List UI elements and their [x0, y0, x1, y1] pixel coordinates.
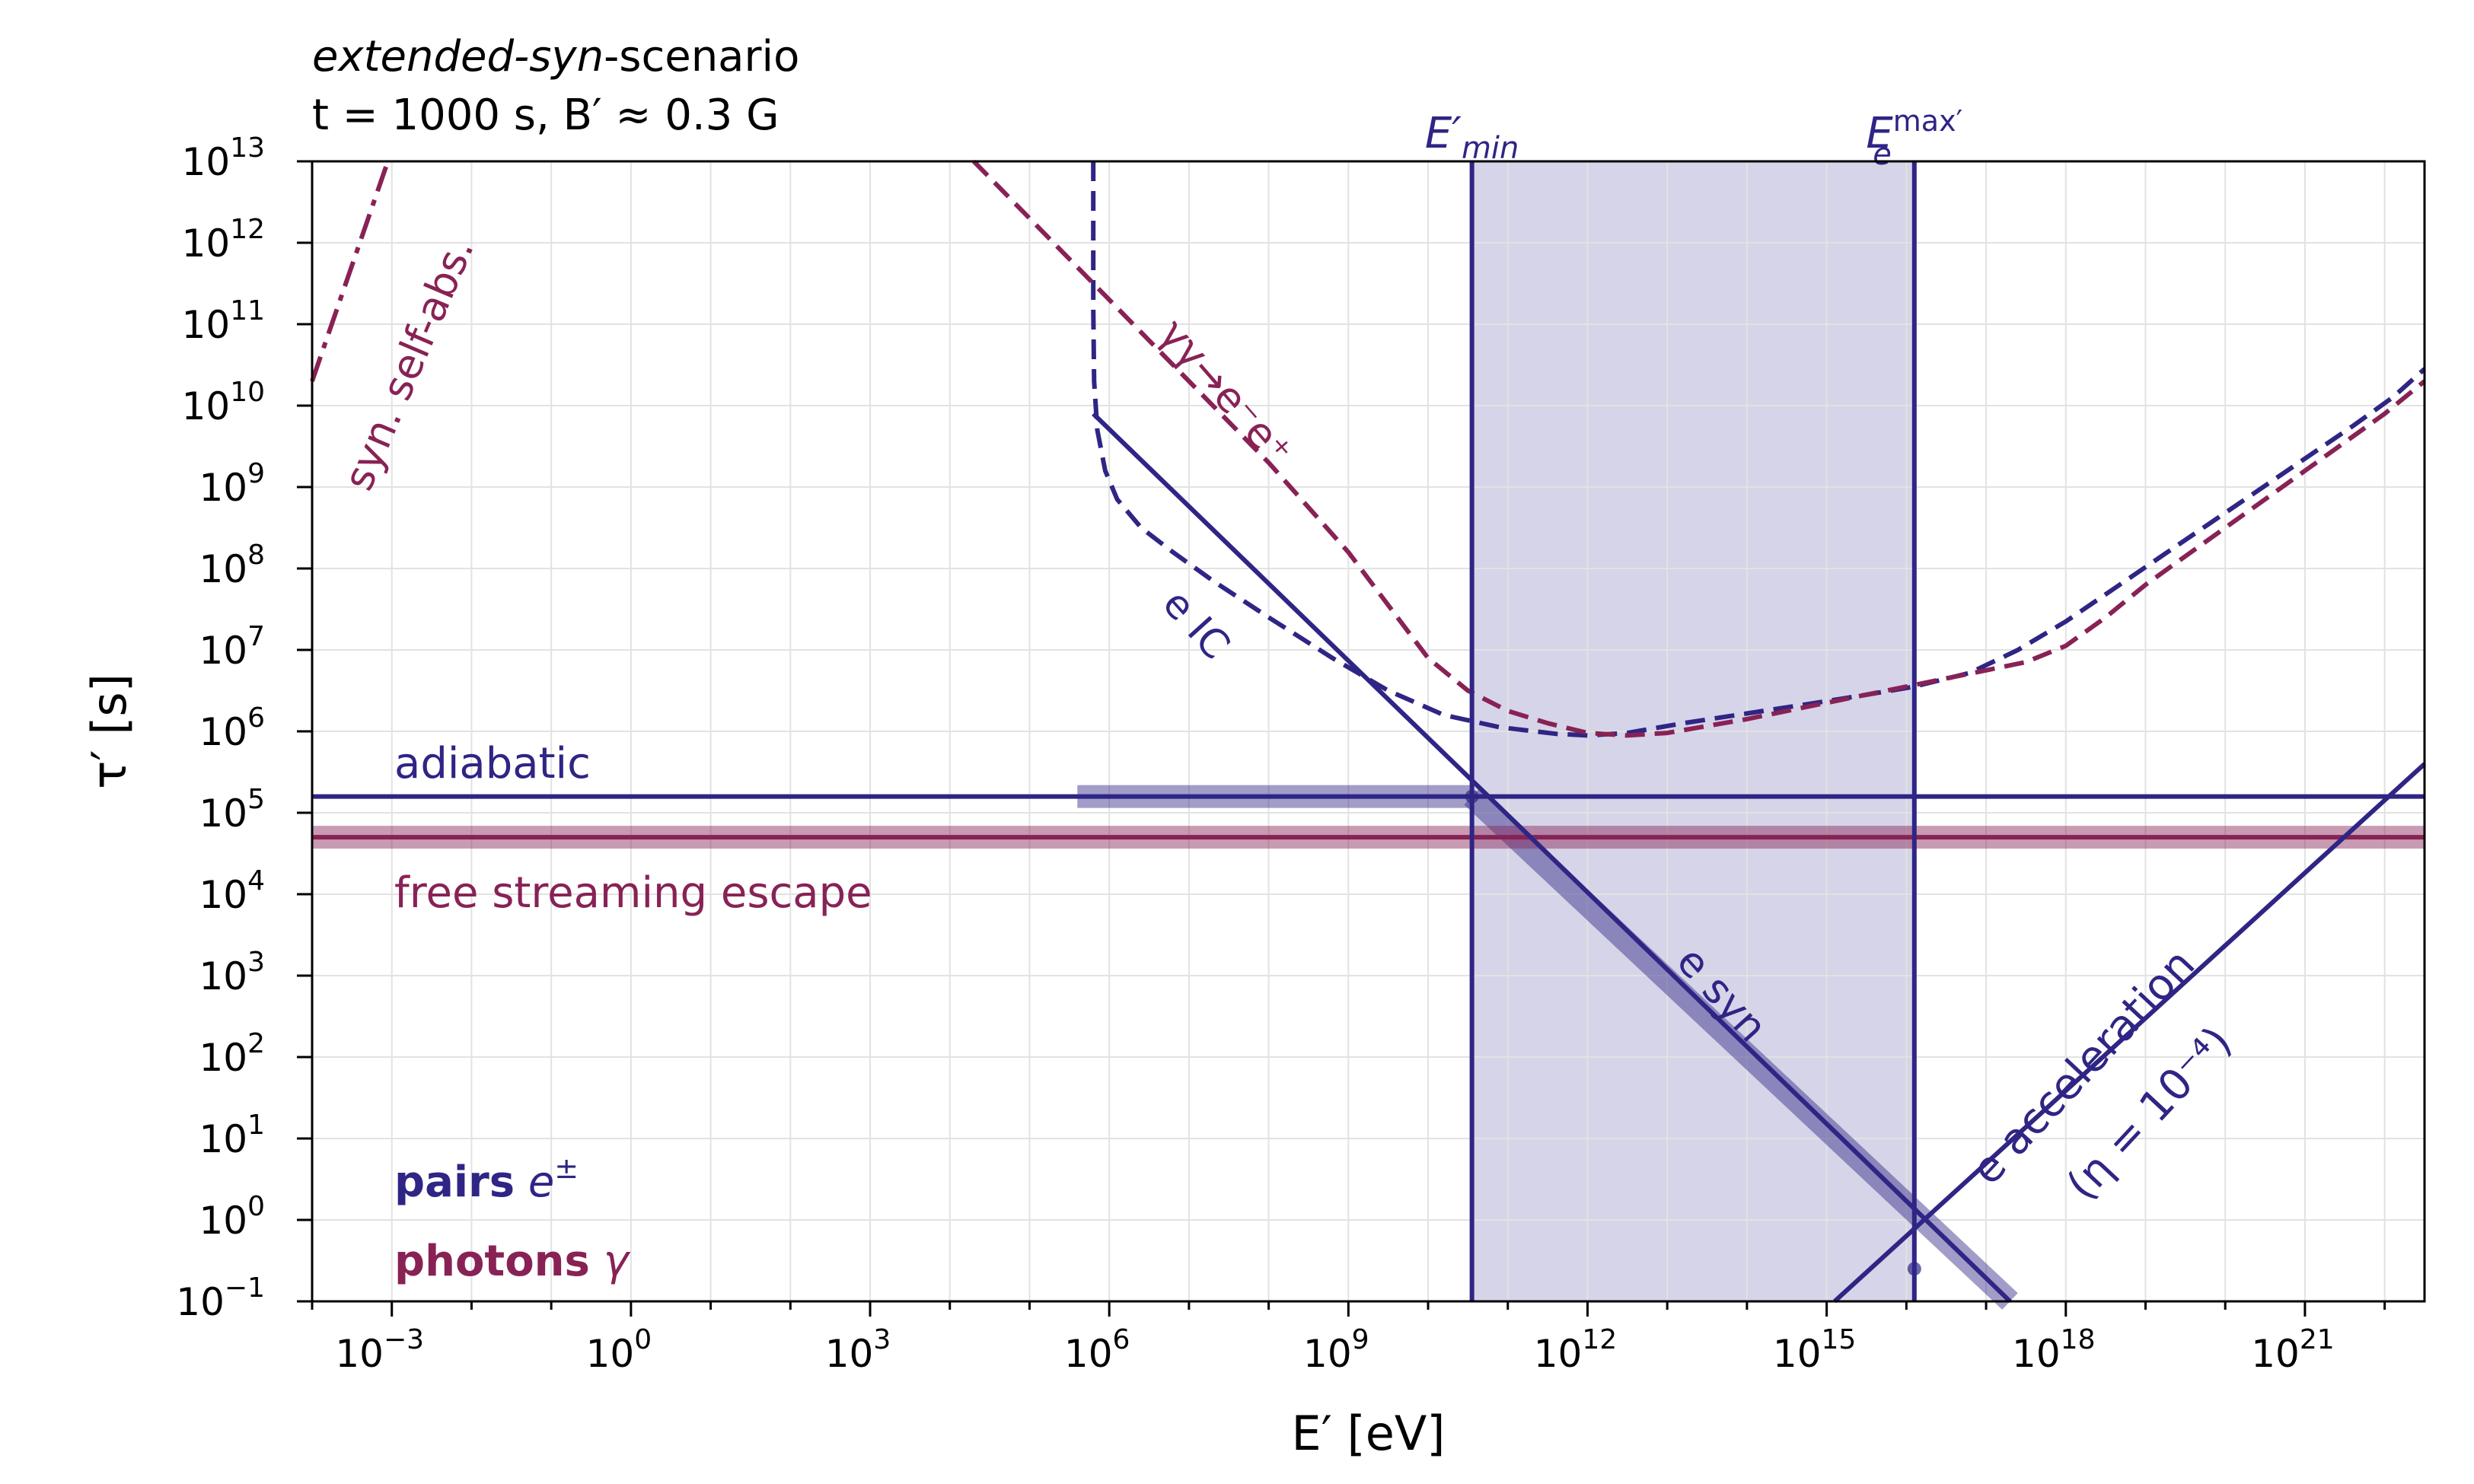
x-tick-label: 1012	[1534, 1324, 1617, 1376]
y-tick-label: 101	[199, 1110, 265, 1161]
y-axis-label: τ′ [s]	[81, 674, 137, 789]
series-e-ic	[1091, 161, 2426, 738]
y-tick-label: 104	[199, 865, 265, 917]
y-tick-label: 109	[199, 458, 265, 510]
series-e-syn	[1092, 412, 2012, 1304]
annotation-adiabatic: adiabatic	[394, 739, 591, 788]
annotation-gamma-gamma: γγ→e⁻e⁺	[1149, 310, 1302, 475]
x-axis-label: E′ [eV]	[1292, 1406, 1446, 1461]
y-tick-label: 107	[199, 621, 265, 673]
x-tick-label: 100	[586, 1324, 652, 1376]
legend-entry-photons: photons γ	[394, 1237, 631, 1286]
series-syn-self-abs	[310, 161, 391, 382]
y-tick-label: 105	[199, 784, 265, 836]
y-tick-label: 103	[199, 947, 265, 998]
legend-entry-pairs: pairs e±	[394, 1151, 579, 1207]
x-tick-label: 1015	[1773, 1324, 1856, 1376]
y-tick-label: 102	[199, 1028, 265, 1080]
title-line-2: t = 1000 s, B′ ≈ 0.3 G	[312, 91, 779, 140]
x-tick-label: 106	[1064, 1324, 1130, 1376]
annotation-free-streaming: free streaming escape	[394, 868, 872, 918]
x-tick-label: 103	[825, 1324, 891, 1376]
series-e-acceleration	[1833, 762, 2427, 1304]
y-tick-label: 100	[199, 1191, 265, 1243]
vertical-line-label-1: Emax′ e	[1866, 104, 1962, 172]
annotation-e-ic: e IC	[1153, 581, 1239, 669]
vertical-line-label-0: E′min	[1425, 109, 1519, 166]
y-tick-label: 1010	[182, 377, 265, 428]
x-tick-label: 1018	[2012, 1324, 2095, 1376]
title-line-1: extended-syn-scenario	[312, 32, 799, 81]
annotation-syn-self-abs: syn. self-abs.	[334, 231, 483, 497]
y-tick-label: 106	[199, 702, 265, 754]
y-tick-label: 1013	[182, 132, 265, 184]
x-tick-label: 10−3	[335, 1324, 424, 1376]
y-tick-label: 1012	[182, 214, 265, 266]
y-tick-label: 1011	[182, 295, 265, 347]
x-tick-label: 109	[1303, 1324, 1369, 1376]
series-gamma-gamma	[972, 159, 2426, 738]
y-tick-label: 108	[199, 540, 265, 591]
y-tick-label: 10−1	[176, 1272, 265, 1324]
x-tick-label: 1021	[2251, 1324, 2334, 1376]
